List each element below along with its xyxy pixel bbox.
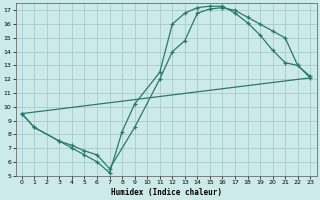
X-axis label: Humidex (Indice chaleur): Humidex (Indice chaleur)	[110, 188, 221, 197]
